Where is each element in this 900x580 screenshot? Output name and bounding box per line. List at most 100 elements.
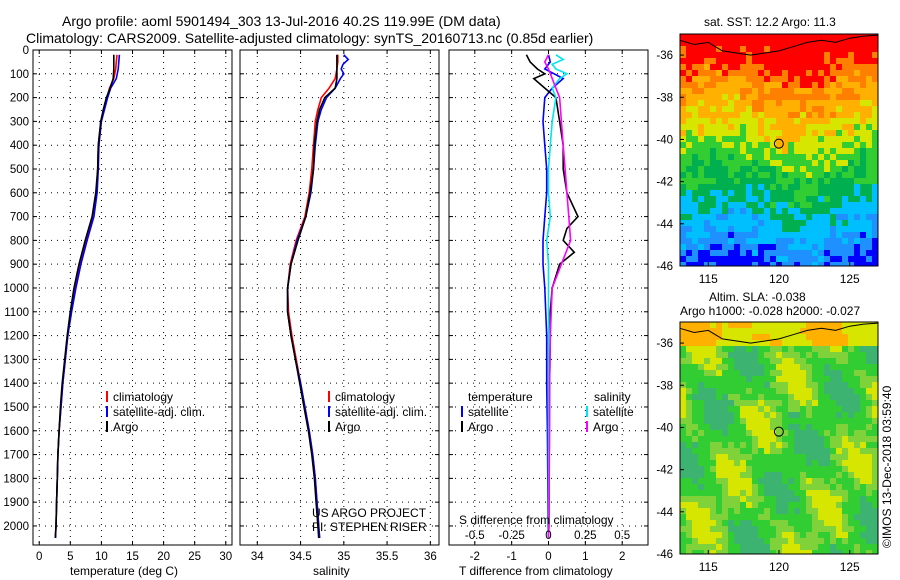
map-cell (758, 64, 764, 70)
map-cell (770, 76, 776, 82)
map-cell (752, 208, 758, 214)
map-cell (866, 436, 872, 442)
map-cell (842, 412, 848, 418)
map-cell (698, 244, 704, 250)
map-cell (776, 34, 782, 40)
map-cell (872, 376, 878, 382)
map-cell (800, 46, 806, 52)
map-cell (854, 100, 860, 106)
map-cell (800, 136, 806, 142)
map-cell (842, 454, 848, 460)
map-cell (866, 46, 872, 52)
map-cell (728, 34, 734, 40)
map-cell (752, 412, 758, 418)
map-cell (680, 478, 686, 484)
map-cell (836, 538, 842, 544)
map-cell (752, 184, 758, 190)
map-cell (698, 358, 704, 364)
map-cell (836, 364, 842, 370)
map-cell (842, 334, 848, 340)
map-cell (764, 532, 770, 538)
map-cell (872, 334, 878, 340)
map-cell (692, 352, 698, 358)
map-cell (812, 346, 818, 352)
map-cell (872, 496, 878, 502)
map-cell (746, 382, 752, 388)
map-cell (758, 124, 764, 130)
map-cell (722, 358, 728, 364)
map-cell (836, 244, 842, 250)
map-cell (710, 76, 716, 82)
map-cell (764, 40, 770, 46)
map-cell (722, 112, 728, 118)
map-cell (872, 436, 878, 442)
map-cell (860, 370, 866, 376)
map-cell (776, 94, 782, 100)
map-cell (716, 244, 722, 250)
map-cell (848, 190, 854, 196)
map-cell (710, 172, 716, 178)
map-cell (830, 82, 836, 88)
map-cell (818, 124, 824, 130)
map-cell (716, 418, 722, 424)
map-cell (704, 478, 710, 484)
map-cell (794, 64, 800, 70)
map-cell (716, 322, 722, 328)
map-cell (842, 508, 848, 514)
map-cell (866, 352, 872, 358)
map-cell (842, 322, 848, 328)
map-cell (758, 256, 764, 262)
map-cell (752, 58, 758, 64)
map-cell (776, 334, 782, 340)
map-cell (770, 400, 776, 406)
map-cell (782, 490, 788, 496)
map-cell (848, 520, 854, 526)
map-cell (764, 124, 770, 130)
map-cell (710, 106, 716, 112)
map-cell (872, 466, 878, 472)
map-cell (686, 382, 692, 388)
map-cell (782, 136, 788, 142)
map-cell (740, 430, 746, 436)
map-cell (752, 550, 758, 554)
map-cell (752, 388, 758, 394)
map-cell (710, 196, 716, 202)
map-cell (866, 184, 872, 190)
map-cell (842, 388, 848, 394)
map-cell (698, 256, 704, 262)
sst-map-y-ticks: -36-38-40-42-44-46 (656, 50, 684, 273)
map-cell (752, 124, 758, 130)
map-cell (758, 520, 764, 526)
map-cell (860, 256, 866, 262)
map-cell (782, 142, 788, 148)
map-cell (782, 124, 788, 130)
map-cell (812, 340, 818, 346)
map-cell (680, 334, 686, 340)
map-cell (782, 52, 788, 58)
x-tick-label: 20 (157, 551, 170, 563)
map-cell (758, 154, 764, 160)
map-cell (740, 394, 746, 400)
map-cell (728, 508, 734, 514)
map-cell (752, 136, 758, 142)
map-cell (722, 352, 728, 358)
depth-tick-label: 200 (10, 93, 29, 105)
map-cell (854, 526, 860, 532)
map-cell (752, 106, 758, 112)
map-cell (698, 226, 704, 232)
map-cell (770, 376, 776, 382)
sst-map-x-ticks: 115 120 125 (699, 262, 860, 286)
map-cell (788, 514, 794, 520)
map-cell (824, 502, 830, 508)
map-cell (770, 352, 776, 358)
map-cell (704, 226, 710, 232)
map-cell (710, 484, 716, 490)
map-cell (842, 538, 848, 544)
map-cell (764, 430, 770, 436)
map-cell (698, 466, 704, 472)
map-cell (728, 472, 734, 478)
map-cell (806, 124, 812, 130)
map-cell (740, 244, 746, 250)
map-cell (740, 484, 746, 490)
